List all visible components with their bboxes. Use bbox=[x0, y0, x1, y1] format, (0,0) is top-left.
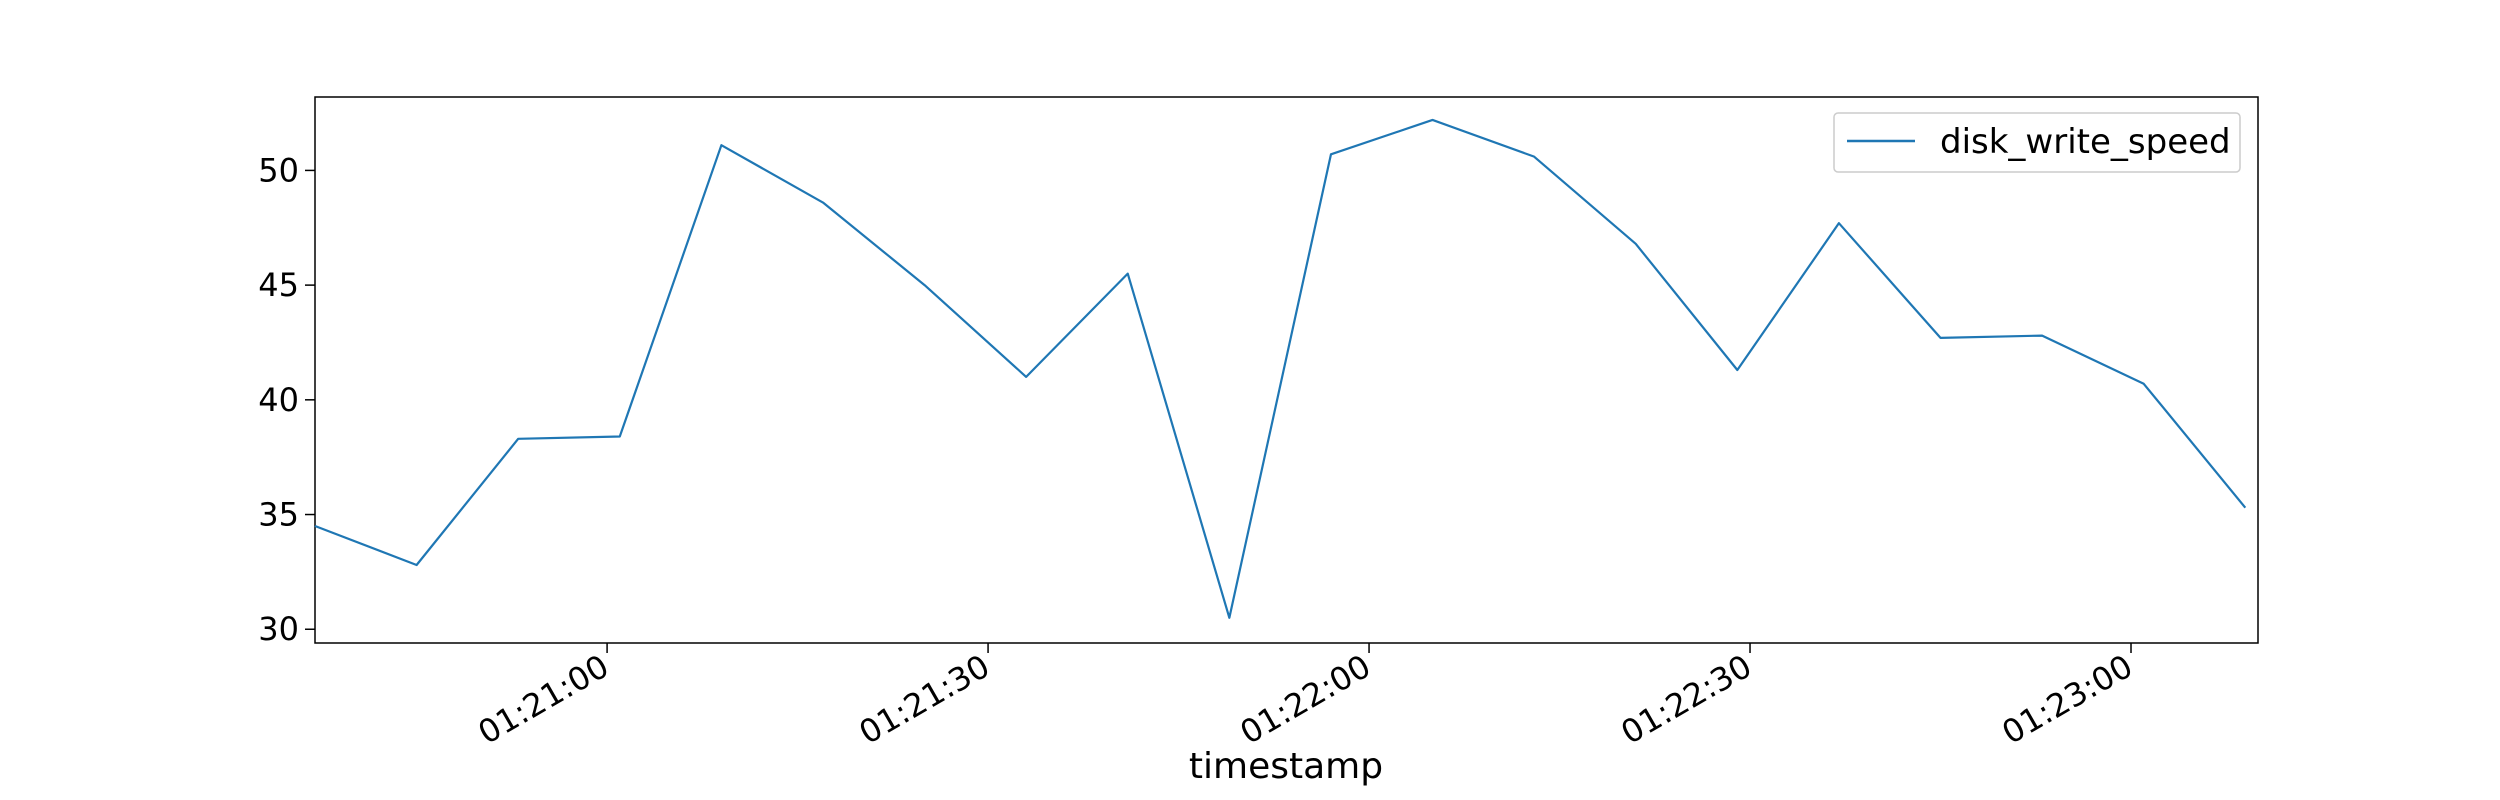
x-tick-label: 01:22:00 bbox=[1234, 647, 1377, 752]
legend: disk_write_speed bbox=[1833, 112, 2241, 173]
y-axis: 30 35 40 45 50 bbox=[258, 151, 315, 648]
series-line-disk-write-speed bbox=[314, 118, 2247, 619]
x-tick-label: 01:22:30 bbox=[1615, 647, 1758, 752]
y-tick-label: 35 bbox=[258, 496, 299, 534]
legend-label-disk-write-speed: disk_write_speed bbox=[1940, 122, 2231, 162]
x-axis: 01:21:00 01:21:30 01:22:00 01:22:30 01:23:00 bbox=[472, 643, 2139, 752]
series-layer bbox=[314, 118, 2247, 619]
x-tick-label: 01:21:30 bbox=[853, 647, 996, 752]
y-tick-label: 40 bbox=[258, 381, 299, 419]
x-tick-label: 01:21:00 bbox=[472, 647, 615, 752]
y-tick-label: 45 bbox=[258, 266, 299, 304]
x-tick-label: 01:23:00 bbox=[1996, 647, 2139, 752]
y-tick-label: 50 bbox=[258, 151, 299, 189]
legend-box bbox=[1833, 112, 2241, 173]
x-axis-label: timestamp bbox=[1189, 746, 1383, 787]
plot-area bbox=[314, 96, 2259, 644]
y-tick-label: 30 bbox=[258, 610, 299, 648]
